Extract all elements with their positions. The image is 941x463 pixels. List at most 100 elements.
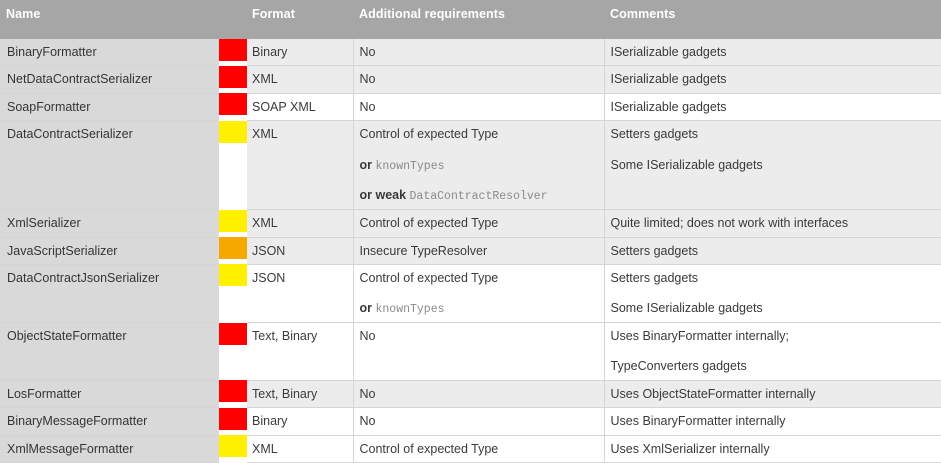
cell-additional-requirements: No [353, 39, 604, 66]
comment-line: Uses BinaryFormatter internally [611, 412, 941, 431]
cell-serializer-name: XmlSerializer [0, 210, 219, 237]
comment-line: Quite limited; does not work with interf… [611, 214, 941, 233]
requirement-line: No [360, 327, 598, 346]
cell-format: SOAP XML [247, 93, 353, 120]
cell-comments: Uses XmlSerializer internally [604, 435, 941, 462]
column-header-name: Name [0, 0, 219, 39]
cell-risk-swatch [219, 66, 247, 93]
cell-serializer-name: LosFormatter [0, 380, 219, 407]
requirement-line: Control of expected Type [360, 125, 598, 144]
cell-serializer-name: BinaryFormatter [0, 39, 219, 66]
cell-format: XML [247, 121, 353, 210]
risk-indicator-yellow [219, 121, 247, 143]
cell-risk-swatch [219, 380, 247, 407]
comment-line: Setters gadgets [611, 269, 941, 288]
table-row: SoapFormatter SOAP XML No ISerializable gad… [0, 93, 941, 120]
table-row: XmlSerializer XML Control of expected Type… [0, 210, 941, 237]
requirement-line: or knownTypes [360, 156, 598, 176]
table-header-row: Name Format Additional requirements Comm… [0, 0, 941, 39]
cell-comments: ISerializable gadgets [604, 93, 941, 120]
cell-additional-requirements: No [353, 66, 604, 93]
risk-indicator-red [219, 380, 247, 402]
table-row: DataContractJsonSerializer JSON Control of… [0, 264, 941, 322]
risk-indicator-red [219, 66, 247, 88]
cell-format: XML [247, 210, 353, 237]
table-row: DataContractSerializer XML Control of expe… [0, 121, 941, 210]
requirement-code-token: DataContractResolver [410, 190, 548, 203]
risk-indicator-red [219, 323, 247, 345]
cell-serializer-name: NetDataContractSerializer [0, 66, 219, 93]
comment-line: TypeConverters gadgets [611, 357, 941, 376]
comment-line: Uses XmlSerializer internally [611, 440, 941, 459]
cell-additional-requirements: Insecure TypeResolver [353, 237, 604, 264]
cell-risk-swatch [219, 237, 247, 264]
cell-comments: Setters gadgets [604, 237, 941, 264]
comment-line: ISerializable gadgets [611, 43, 941, 62]
risk-indicator-yellow [219, 264, 247, 286]
cell-risk-swatch [219, 39, 247, 66]
requirement-line: Control of expected Type [360, 269, 598, 288]
requirement-code-token: knownTypes [375, 160, 444, 173]
risk-indicator-yellow [219, 210, 247, 232]
cell-risk-swatch [219, 323, 247, 381]
column-header-format: Format [247, 0, 353, 39]
column-header-comments: Comments [604, 0, 941, 39]
cell-additional-requirements: No [353, 323, 604, 381]
cell-format: Text, Binary [247, 380, 353, 407]
cell-format: XML [247, 66, 353, 93]
requirement-line-prefix: or [360, 301, 376, 315]
cell-comments: Uses ObjectStateFormatter internally [604, 380, 941, 407]
table-header: Name Format Additional requirements Comm… [0, 0, 941, 39]
requirement-line: No [360, 98, 598, 117]
cell-additional-requirements: No [353, 93, 604, 120]
column-header-additional-requirements: Additional requirements [353, 0, 604, 39]
cell-additional-requirements: No [353, 380, 604, 407]
cell-comments: Setters gadgets Some ISerializable gadget… [604, 264, 941, 322]
requirement-line: Control of expected Type [360, 440, 598, 459]
cell-serializer-name: SoapFormatter [0, 93, 219, 120]
cell-serializer-name: BinaryMessageFormatter [0, 408, 219, 435]
cell-additional-requirements: No [353, 408, 604, 435]
table-row: XmlMessageFormatter XML Control of expecte… [0, 435, 941, 462]
comment-line: Some ISerializable gadgets [611, 299, 941, 318]
cell-serializer-name: JavaScriptSerializer [0, 237, 219, 264]
cell-serializer-name: DataContractSerializer [0, 121, 219, 210]
cell-risk-swatch [219, 408, 247, 435]
cell-comments: Uses BinaryFormatter internally;TypeConv… [604, 323, 941, 381]
comment-line: Uses ObjectStateFormatter internally [611, 385, 941, 404]
requirement-line: or knownTypes [360, 299, 598, 319]
comment-line: Setters gadgets [611, 125, 941, 144]
cell-format: XML [247, 435, 353, 462]
cell-serializer-name: XmlMessageFormatter [0, 435, 219, 462]
table-row: BinaryMessageFormatter Binary No Uses Binar… [0, 408, 941, 435]
cell-comments: Uses BinaryFormatter internally [604, 408, 941, 435]
cell-risk-swatch [219, 121, 247, 210]
comment-line: Some ISerializable gadgets [611, 156, 941, 175]
cell-additional-requirements: Control of expected Type [353, 210, 604, 237]
requirement-line: No [360, 412, 598, 431]
cell-format: JSON [247, 264, 353, 322]
requirement-line: Control of expected Type [360, 214, 598, 233]
comment-line: ISerializable gadgets [611, 98, 941, 117]
cell-comments: Quite limited; does not work with interf… [604, 210, 941, 237]
column-header-risk [219, 0, 247, 39]
requirement-line: Insecure TypeResolver [360, 242, 598, 261]
table-row: JavaScriptSerializer JSON Insecure TypeRes… [0, 237, 941, 264]
risk-indicator-orange [219, 237, 247, 259]
cell-comments: ISerializable gadgets [604, 66, 941, 93]
cell-format: JSON [247, 237, 353, 264]
requirement-line: No [360, 70, 598, 89]
cell-comments: Setters gadgets Some ISerializable gadget… [604, 121, 941, 210]
cell-risk-swatch [219, 210, 247, 237]
cell-serializer-name: DataContractJsonSerializer [0, 264, 219, 322]
risk-indicator-red [219, 93, 247, 115]
cell-format: Binary [247, 408, 353, 435]
cell-format: Binary [247, 39, 353, 66]
